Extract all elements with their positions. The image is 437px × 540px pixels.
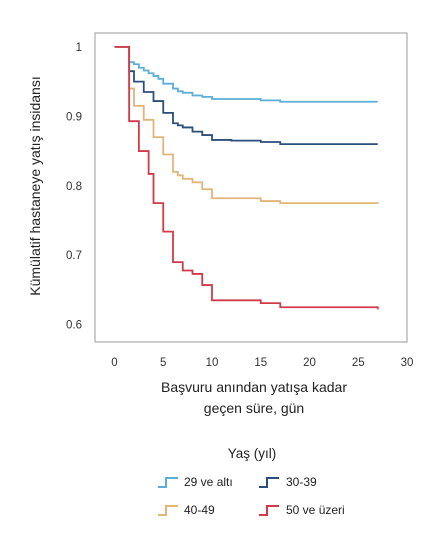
plot-area-frame: [94, 32, 408, 343]
legend-item-3: 50 ve üzeri: [259, 503, 345, 517]
x-tick-label: 30: [401, 357, 414, 369]
legend: 29 ve altı 30-39 40-49 50 ve üzeri: [158, 475, 345, 517]
series-layer: [114, 45, 379, 310]
legend-label-3: 50 ve üzeri: [286, 503, 345, 517]
legend-label-1: 30-39: [286, 475, 317, 489]
legend-swatch-1: [259, 477, 279, 488]
x-tick-label: 5: [160, 357, 166, 369]
series-line-3: [114, 45, 379, 310]
y-tick-labels: 0.6 0.7 0.8 0.9 1: [66, 42, 82, 332]
legend-swatch-0: [158, 477, 178, 488]
x-tick-label: 20: [303, 357, 316, 369]
x-tick-labels: 0 5 10 15 20 25 30: [111, 357, 413, 369]
legend-swatch-2: [158, 505, 178, 516]
series-line-2: [114, 45, 379, 205]
x-tick-label: 10: [206, 357, 219, 369]
series-line-1: [114, 45, 378, 146]
legend-title: Yaş (yıl): [228, 446, 277, 461]
x-axis-title-line-2: geçen süre, gün: [204, 400, 304, 416]
legend-item-2: 40-49: [158, 503, 215, 517]
x-tick-label: 25: [352, 357, 365, 369]
y-tick-label: 0.9: [66, 111, 82, 123]
x-axis-title-line-1: Başvuru anından yatışa kadar: [161, 379, 347, 395]
x-tick-label: 0: [111, 357, 117, 369]
legend-swatch-3: [259, 505, 279, 516]
y-tick-label: 1: [76, 42, 82, 54]
x-tick-label: 15: [254, 357, 267, 369]
series-line-0: [114, 45, 378, 103]
y-axis-title: Kümülatif hastaneye yatış insidansı: [27, 76, 43, 295]
legend-item-1: 30-39: [259, 475, 317, 489]
legend-label-0: 29 ve altı: [184, 475, 233, 489]
y-tick-label: 0.7: [66, 250, 82, 262]
y-tick-label: 0.8: [66, 181, 82, 193]
legend-label-2: 40-49: [184, 503, 215, 517]
y-tick-label: 0.6: [66, 320, 82, 332]
legend-item-0: 29 ve altı: [158, 475, 233, 489]
